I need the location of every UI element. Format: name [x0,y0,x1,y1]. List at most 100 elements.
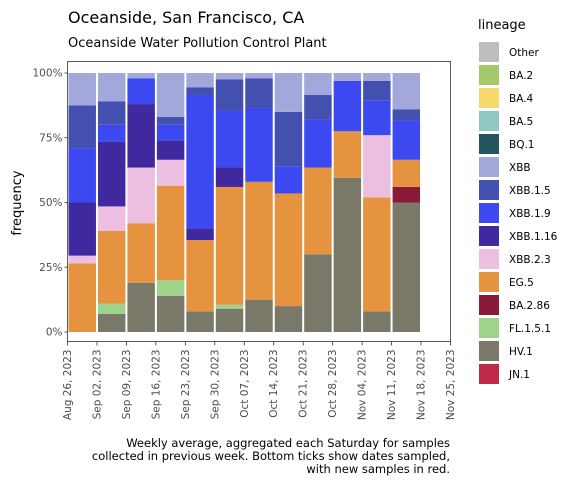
legend-swatch-xbb-1-5 [479,180,499,200]
x-tick-label: Aug 26, 2023 [62,350,74,421]
bar-xbb-1-9-sep-09-2023 [127,78,155,105]
legend-swatch-eg-5 [479,272,499,292]
bar-hv-1-oct-21-2023 [304,254,332,332]
bar-xbb-sep-30-2023 [215,73,244,80]
legend-swatch-ba-2-86 [479,295,499,315]
bar-xbb-1-9-sep-16-2023 [156,124,185,141]
bar-xbb-oct-14-2023 [274,73,303,112]
legend-label-xbb: XBB [509,162,531,174]
bar-eg-5-oct-21-2023 [304,167,332,255]
legend-swatch-other [479,42,499,62]
legend-label-ba-4: BA.4 [509,93,534,105]
bar-eg-5-oct-07-2023 [245,181,273,300]
x-tick-label: Oct 07, 2023 [239,350,251,418]
bar-xbb-sep-23-2023 [186,73,214,88]
legend-label-xbb-2-3: XBB.2.3 [509,254,551,266]
bar-eg-5-aug-26-2023 [68,263,96,332]
x-tick-label: Sep 23, 2023 [180,350,192,420]
legend-swatch-xbb-1-9 [479,203,499,223]
bar-xbb-1-9-oct-07-2023 [245,107,273,182]
bar-xbb-1-5-nov-04-2023 [363,80,391,101]
bar-xbb-1-9-aug-26-2023 [68,148,96,203]
bar-xbb-1-5-aug-26-2023 [68,105,96,149]
x-tick-label: Oct 28, 2023 [327,350,339,418]
bar-hv-1-oct-28-2023 [333,177,362,332]
legend-label-ba-2: BA.2 [509,70,533,82]
legend-label-xbb-1-9: XBB.1.9 [509,208,551,220]
bar-xbb-2-3-sep-16-2023 [156,159,185,186]
bar-hv-1-sep-16-2023 [156,295,185,332]
legend-label-jn-1: JN.1 [508,369,530,381]
legend: Other BA.2 BA.4 BA.5 BQ.1 XBB XBB.1.5 XBB.1.9 XB… [479,42,558,384]
x-tick-label: Oct 21, 2023 [298,350,310,418]
y-axis-label: frequency [10,170,25,236]
y-tick-label: 0% [46,327,63,339]
x-tick-label: Oct 14, 2023 [268,350,280,418]
bar-xbb-aug-26-2023 [68,73,96,106]
bar-hv-1-sep-02-2023 [97,313,126,332]
bar-xbb-1-16-sep-16-2023 [156,140,185,160]
y-tick-label: 100% [32,68,62,80]
bar-xbb-1-9-nov-04-2023 [363,100,391,136]
bar-xbb-nov-04-2023 [363,73,391,81]
bar-xbb-2-3-nov-04-2023 [363,135,391,198]
legend-label-other: Other [509,47,539,59]
caption-line-1: Weekly average, aggregated each Saturday… [126,436,450,450]
legend-swatch-xbb-2-3 [479,249,499,269]
bar-xbb-1-9-sep-02-2023 [97,124,126,142]
bar-xbb-1-16-sep-23-2023 [186,228,214,241]
bar-eg-5-sep-09-2023 [127,223,155,283]
x-tick-label: Nov 25, 2023 [445,350,457,421]
caption-line-3: with new samples in red. [306,462,450,476]
bar-xbb-1-16-sep-02-2023 [97,141,126,207]
y-axis: 0% 25% 50% 75% 100% [32,68,68,339]
bar-xbb-2-3-aug-26-2023 [68,255,96,264]
legend-label-ba-5: BA.5 [509,116,533,128]
bar-xbb-oct-21-2023 [304,73,332,96]
x-tick-label: Nov 11, 2023 [386,350,398,421]
chart-title: Oceanside, San Francisco, CA [68,8,305,27]
legend-swatch-bq-1 [479,134,499,154]
bar-fl-1-5-1-sep-16-2023 [156,280,185,296]
x-tick-label: Nov 18, 2023 [416,350,428,421]
bar-xbb-1-9-sep-23-2023 [186,95,214,229]
bar-eg-5-sep-02-2023 [97,230,126,304]
bar-hv-1-sep-09-2023 [127,282,155,332]
bar-fl-1-5-1-sep-02-2023 [97,303,126,314]
legend-label-fl-1-5-1: FL.1.5.1 [509,323,551,335]
legend-swatch-fl-1-5-1 [479,318,499,338]
caption: Weekly average, aggregated each Saturday… [30,437,450,476]
bar-xbb-sep-16-2023 [156,73,185,118]
legend-swatch-xbb-1-16 [479,226,499,246]
x-tick-label: Sep 09, 2023 [121,350,133,420]
legend-label-ba-2-86: BA.2.86 [509,300,550,312]
bar-xbb-sep-09-2023 [127,73,155,79]
bar-fl-1-5-1-sep-30-2023 [215,304,244,309]
bar-xbb-oct-28-2023 [333,73,362,81]
legend-label-xbb-1-5: XBB.1.5 [509,185,551,197]
bar-eg-5-sep-16-2023 [156,185,185,281]
chart-subtitle: Oceanside Water Pollution Control Plant [68,36,327,51]
caption-line-2: collected in previous week. Bottom ticks… [91,449,450,463]
legend-swatch-jn-1 [479,364,499,384]
bar-eg-5-oct-28-2023 [333,131,362,178]
legend-label-eg-5: EG.5 [509,277,534,289]
legend-swatch-ba-2 [479,65,499,85]
x-tick-label: Sep 16, 2023 [150,350,162,420]
legend-label-hv-1: HV.1 [509,346,533,358]
x-tick-label: Sep 30, 2023 [209,350,221,420]
bar-xbb-1-5-nov-11-2023 [392,109,421,121]
x-axis: Aug 26, 2023 Sep 02, 2023 Sep 09, 2023 Sep … [62,341,457,421]
legend-swatch-ba-5 [479,111,499,131]
bar-xbb-1-9-oct-21-2023 [304,119,332,168]
bar-xbb-sep-02-2023 [97,73,126,102]
legend-swatch-ba-4 [479,88,499,108]
bar-xbb-1-9-nov-11-2023 [392,120,421,160]
bar-xbb-2-3-sep-09-2023 [127,167,155,224]
bar-xbb-1-5-sep-02-2023 [97,101,126,125]
bar-xbb-1-5-sep-23-2023 [186,87,214,96]
bar-xbb-1-16-aug-26-2023 [68,202,96,256]
bar-xbb-1-9-oct-14-2023 [274,166,303,194]
bar-xbb-nov-11-2023 [392,73,421,110]
